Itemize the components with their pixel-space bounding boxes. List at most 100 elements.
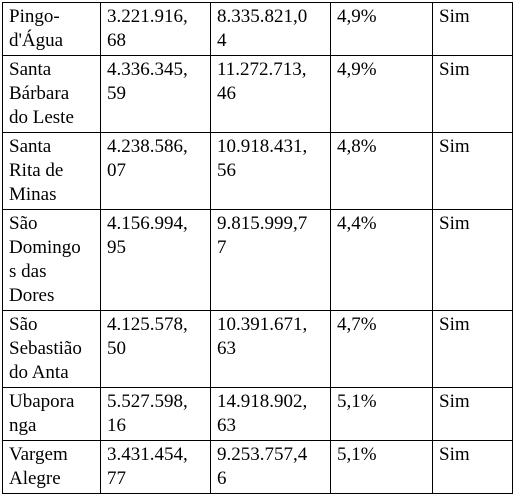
table-cell: Sim (432, 2, 513, 56)
cell-line: 4,8% (337, 136, 377, 157)
cell-line: Sebastião (9, 338, 82, 359)
cell-line: Domingo (9, 237, 81, 258)
table-cell: 4,4% (330, 209, 433, 311)
cell-line: 5,1% (337, 391, 377, 412)
cell-line: Sim (439, 444, 470, 465)
cell-line: 6 (217, 468, 227, 489)
cell-line: 7 (217, 237, 227, 258)
cell-line: 3.221.916, (107, 6, 188, 27)
table-cell: Sim (432, 387, 513, 441)
cell-line: 4.156.994, (107, 213, 188, 234)
table-cell: Sim (432, 132, 513, 210)
cell-line: 95 (107, 237, 126, 258)
cell-line: s das (9, 261, 47, 282)
cell-line: Alegre (9, 468, 61, 489)
table-cell: 9.815.999,7 7 (210, 209, 331, 311)
cell-line: 68 (107, 30, 126, 51)
table-cell: 3.431.454, 77 (100, 440, 211, 494)
cell-line: Santa (9, 136, 52, 157)
cell-line: do Leste (9, 107, 74, 128)
cell-line: 63 (217, 415, 236, 436)
table-cell: 4,9% (330, 2, 433, 56)
cell-line: Sim (439, 391, 470, 412)
cell-line: 56 (217, 160, 236, 181)
table-row: São Sebastião do Anta 4.125.578, 50 10.391.67… (2, 310, 513, 388)
cell-line: 3.431.454, (107, 444, 188, 465)
cell-line: Bárbara (9, 83, 70, 104)
table-row: Vargem Alegre 3.431.454, 77 9.253.757,4 6 5,1%… (2, 440, 513, 494)
cell-line: 4 (217, 30, 227, 51)
table-cell: 5,1% (330, 387, 433, 441)
table-cell: 9.253.757,4 6 (210, 440, 331, 494)
table-cell: 11.272.713, 46 (210, 55, 331, 133)
cell-line: Sim (439, 136, 470, 157)
cell-line: 5,1% (337, 444, 377, 465)
cell-line: Sim (439, 314, 470, 335)
cell-line: São (9, 213, 38, 234)
cell-line: 46 (217, 83, 236, 104)
table-cell: Sim (432, 209, 513, 311)
cell-line: 4,9% (337, 6, 377, 27)
table-cell: São Domingo s das Dores (2, 209, 101, 311)
table-cell: 5.527.598, 16 (100, 387, 211, 441)
table-cell: Santa Bárbara do Leste (2, 55, 101, 133)
cell-line: 4,9% (337, 59, 377, 80)
cell-line: 63 (217, 338, 236, 359)
cell-line: Dores (9, 285, 55, 306)
table-cell: Santa Rita de Minas (2, 132, 101, 210)
table-cell: 4,9% (330, 55, 433, 133)
cell-line: Sim (439, 6, 470, 27)
table-cell: 14.918.902, 63 (210, 387, 331, 441)
cell-line: do Anta (9, 362, 69, 383)
cell-line: d'Água (9, 30, 64, 51)
table-cell: Pingo-d'Água (2, 2, 101, 56)
cell-line: 9.253.757,4 (217, 444, 308, 465)
cell-line: 50 (107, 338, 126, 359)
table-row: Santa Rita de Minas 4.238.586, 07 10.918.431,… (2, 132, 513, 210)
table-cell: 4.336.345, 59 (100, 55, 211, 133)
cell-line: 5.527.598, (107, 391, 188, 412)
table-row: São Domingo s das Dores 4.156.994, 95 9.815.99… (2, 209, 513, 311)
cell-line: 07 (107, 160, 126, 181)
table-row: Santa Bárbara do Leste 4.336.345, 59 11.272.7… (2, 55, 513, 133)
table-cell: Vargem Alegre (2, 440, 101, 494)
table-cell: 5,1% (330, 440, 433, 494)
table-row: Ubapora nga 5.527.598, 16 14.918.902, 63 5,1% S… (2, 387, 513, 441)
cell-line: Pingo- (9, 6, 60, 27)
cell-line: 9.815.999,7 (217, 213, 308, 234)
cell-line: 59 (107, 83, 126, 104)
cell-line: 4.238.586, (107, 136, 188, 157)
cell-line: 14.918.902, (217, 391, 308, 412)
cell-line: São (9, 314, 38, 335)
cell-line: Santa (9, 59, 52, 80)
table-cell: Sim (432, 55, 513, 133)
cell-line: Vargem (9, 444, 68, 465)
cell-line: nga (9, 415, 37, 436)
table-cell: São Sebastião do Anta (2, 310, 101, 388)
cell-line: 4.125.578, (107, 314, 188, 335)
cell-line: Sim (439, 213, 470, 234)
cell-line: Ubapora (9, 391, 75, 412)
table-cell: 4,7% (330, 310, 433, 388)
table-cell: Sim (432, 310, 513, 388)
table-cell: 4.125.578, 50 (100, 310, 211, 388)
table-cell: 10.918.431, 56 (210, 132, 331, 210)
cell-line: 10.918.431, (217, 136, 308, 157)
cell-line: Sim (439, 59, 470, 80)
cell-line: 11.272.713, (217, 59, 307, 80)
table-row: Pingo-d'Água 3.221.916, 68 8.335.821,0 4 4,9%… (2, 2, 513, 56)
table-cell: 3.221.916, 68 (100, 2, 211, 56)
cell-line: 77 (107, 468, 126, 489)
table-cell: 4,8% (330, 132, 433, 210)
table-cell: 4.156.994, 95 (100, 209, 211, 311)
cell-line: 8.335.821,0 (217, 6, 308, 27)
cell-line: 4,4% (337, 213, 377, 234)
cell-line: Rita de (9, 160, 64, 181)
table-cell: 10.391.671, 63 (210, 310, 331, 388)
table-cell: Sim (432, 440, 513, 494)
table-cell: Ubapora nga (2, 387, 101, 441)
table-cell: 8.335.821,0 4 (210, 2, 331, 56)
